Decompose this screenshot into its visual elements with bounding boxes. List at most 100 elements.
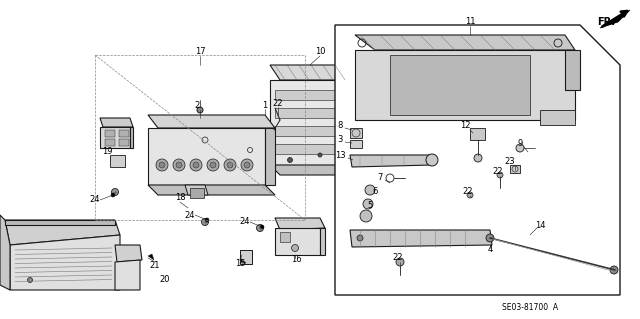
Circle shape	[227, 162, 233, 168]
Circle shape	[365, 185, 375, 195]
Text: 11: 11	[465, 18, 476, 26]
Circle shape	[111, 189, 118, 196]
Bar	[119, 139, 129, 146]
Text: 22: 22	[273, 99, 284, 108]
Bar	[105, 139, 115, 146]
Polygon shape	[350, 230, 492, 247]
Polygon shape	[350, 155, 432, 167]
Bar	[275, 144, 350, 154]
Polygon shape	[148, 115, 275, 128]
Polygon shape	[240, 258, 246, 263]
Circle shape	[474, 154, 482, 162]
Polygon shape	[600, 10, 630, 28]
Bar	[110, 155, 125, 167]
Polygon shape	[335, 25, 620, 295]
Circle shape	[291, 244, 298, 251]
Bar	[510, 165, 520, 173]
Polygon shape	[355, 50, 575, 120]
Polygon shape	[115, 245, 142, 262]
Polygon shape	[100, 118, 133, 127]
Text: 23: 23	[505, 158, 515, 167]
Circle shape	[497, 172, 503, 178]
Text: 7: 7	[378, 174, 383, 182]
Circle shape	[516, 144, 524, 152]
Circle shape	[426, 154, 438, 166]
Circle shape	[193, 162, 199, 168]
Bar	[470, 128, 485, 140]
Text: 4: 4	[488, 246, 493, 255]
Bar	[280, 232, 290, 242]
Circle shape	[363, 199, 373, 209]
Polygon shape	[275, 218, 325, 230]
Bar	[275, 108, 350, 118]
Text: 8: 8	[337, 122, 342, 130]
Polygon shape	[100, 127, 130, 148]
Polygon shape	[148, 128, 265, 185]
Bar	[105, 130, 115, 137]
Circle shape	[260, 225, 264, 229]
Polygon shape	[390, 55, 530, 115]
Text: 5: 5	[367, 201, 372, 210]
Circle shape	[486, 234, 494, 242]
Polygon shape	[320, 228, 325, 255]
Bar	[190, 188, 204, 198]
Text: 21: 21	[150, 261, 160, 270]
Text: 22: 22	[463, 188, 473, 197]
Circle shape	[257, 225, 264, 232]
Polygon shape	[0, 215, 10, 290]
Text: 9: 9	[517, 139, 523, 149]
Text: 6: 6	[372, 188, 378, 197]
Polygon shape	[340, 140, 360, 165]
Text: 24: 24	[185, 211, 195, 219]
Polygon shape	[148, 185, 275, 195]
Polygon shape	[5, 220, 115, 225]
Circle shape	[197, 107, 203, 113]
Circle shape	[207, 159, 219, 171]
Text: 16: 16	[291, 256, 301, 264]
Circle shape	[224, 159, 236, 171]
Circle shape	[610, 266, 618, 274]
Polygon shape	[10, 235, 120, 290]
Circle shape	[205, 218, 209, 222]
Text: 10: 10	[315, 48, 325, 56]
Circle shape	[176, 162, 182, 168]
Text: 22: 22	[493, 167, 503, 176]
Circle shape	[241, 159, 253, 171]
Bar	[119, 130, 129, 137]
Circle shape	[190, 159, 202, 171]
Polygon shape	[360, 80, 370, 175]
Text: 14: 14	[535, 220, 545, 229]
Polygon shape	[5, 220, 120, 245]
Bar	[350, 140, 362, 148]
Bar	[275, 126, 350, 136]
Text: 24: 24	[240, 218, 250, 226]
Polygon shape	[355, 35, 575, 50]
Circle shape	[467, 192, 473, 198]
Circle shape	[28, 278, 33, 283]
Polygon shape	[270, 80, 360, 165]
Polygon shape	[115, 260, 140, 290]
Polygon shape	[185, 185, 208, 195]
Polygon shape	[540, 110, 575, 125]
Text: 3: 3	[337, 136, 342, 145]
Bar	[240, 250, 252, 264]
Text: 15: 15	[235, 258, 245, 268]
Text: 19: 19	[102, 147, 112, 157]
Text: FR.: FR.	[597, 17, 615, 27]
Text: 22: 22	[393, 254, 403, 263]
Text: 24: 24	[90, 196, 100, 204]
Text: 17: 17	[195, 48, 205, 56]
Circle shape	[357, 235, 363, 241]
Circle shape	[210, 162, 216, 168]
Circle shape	[111, 193, 115, 197]
Polygon shape	[565, 50, 580, 90]
Circle shape	[287, 158, 292, 162]
Polygon shape	[340, 90, 360, 135]
Bar	[275, 90, 350, 100]
Polygon shape	[270, 65, 360, 80]
Text: 12: 12	[460, 122, 470, 130]
Polygon shape	[148, 254, 154, 260]
Polygon shape	[275, 228, 320, 255]
Circle shape	[396, 258, 404, 266]
Bar	[350, 128, 362, 138]
